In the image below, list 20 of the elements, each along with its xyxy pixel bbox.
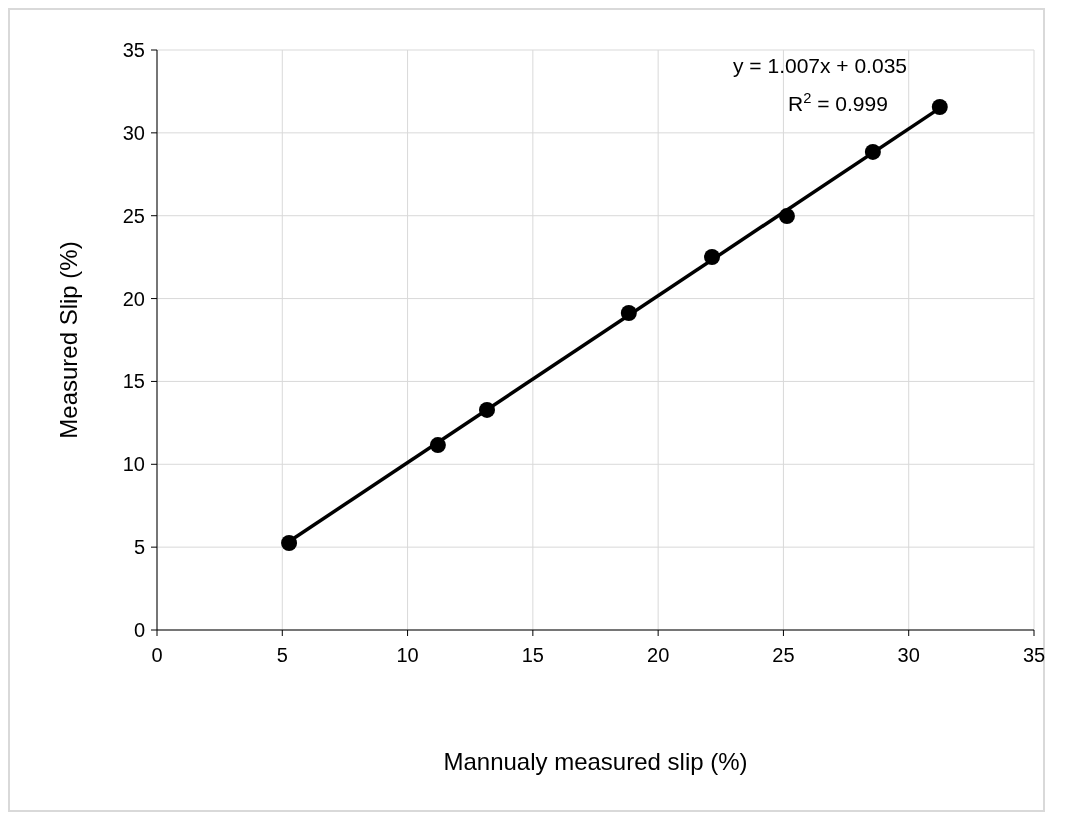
- x-tick-label: 25: [772, 644, 795, 666]
- x-tick-label: 15: [521, 644, 544, 666]
- annotation: y = 1.007x + 0.035: [733, 54, 907, 77]
- y-tick-label: 5: [133, 536, 145, 559]
- y-tick-label: 25: [122, 204, 145, 227]
- x-tick-label: 35: [1022, 644, 1046, 666]
- x-tick-label: 10: [396, 644, 419, 666]
- y-tick-label: 20: [122, 287, 145, 310]
- x-tick-label: 5: [276, 644, 288, 666]
- y-tick-label: 15: [122, 370, 145, 393]
- x-tick-label: 0: [151, 644, 163, 666]
- y-tick-label: 35: [122, 39, 145, 61]
- annotation: R$^{2}$ = 0.999: [788, 90, 888, 115]
- x-tick-label: 30: [897, 644, 920, 666]
- y-tick-label: 30: [122, 121, 145, 144]
- x-axis-title: Mannualy measured slip (%): [443, 748, 748, 775]
- x-tick-label: 20: [647, 644, 670, 666]
- y-tick-label: 0: [133, 619, 145, 641]
- y-axis-title: Measured Slip (%): [55, 241, 82, 439]
- y-tick-label: 10: [122, 453, 145, 476]
